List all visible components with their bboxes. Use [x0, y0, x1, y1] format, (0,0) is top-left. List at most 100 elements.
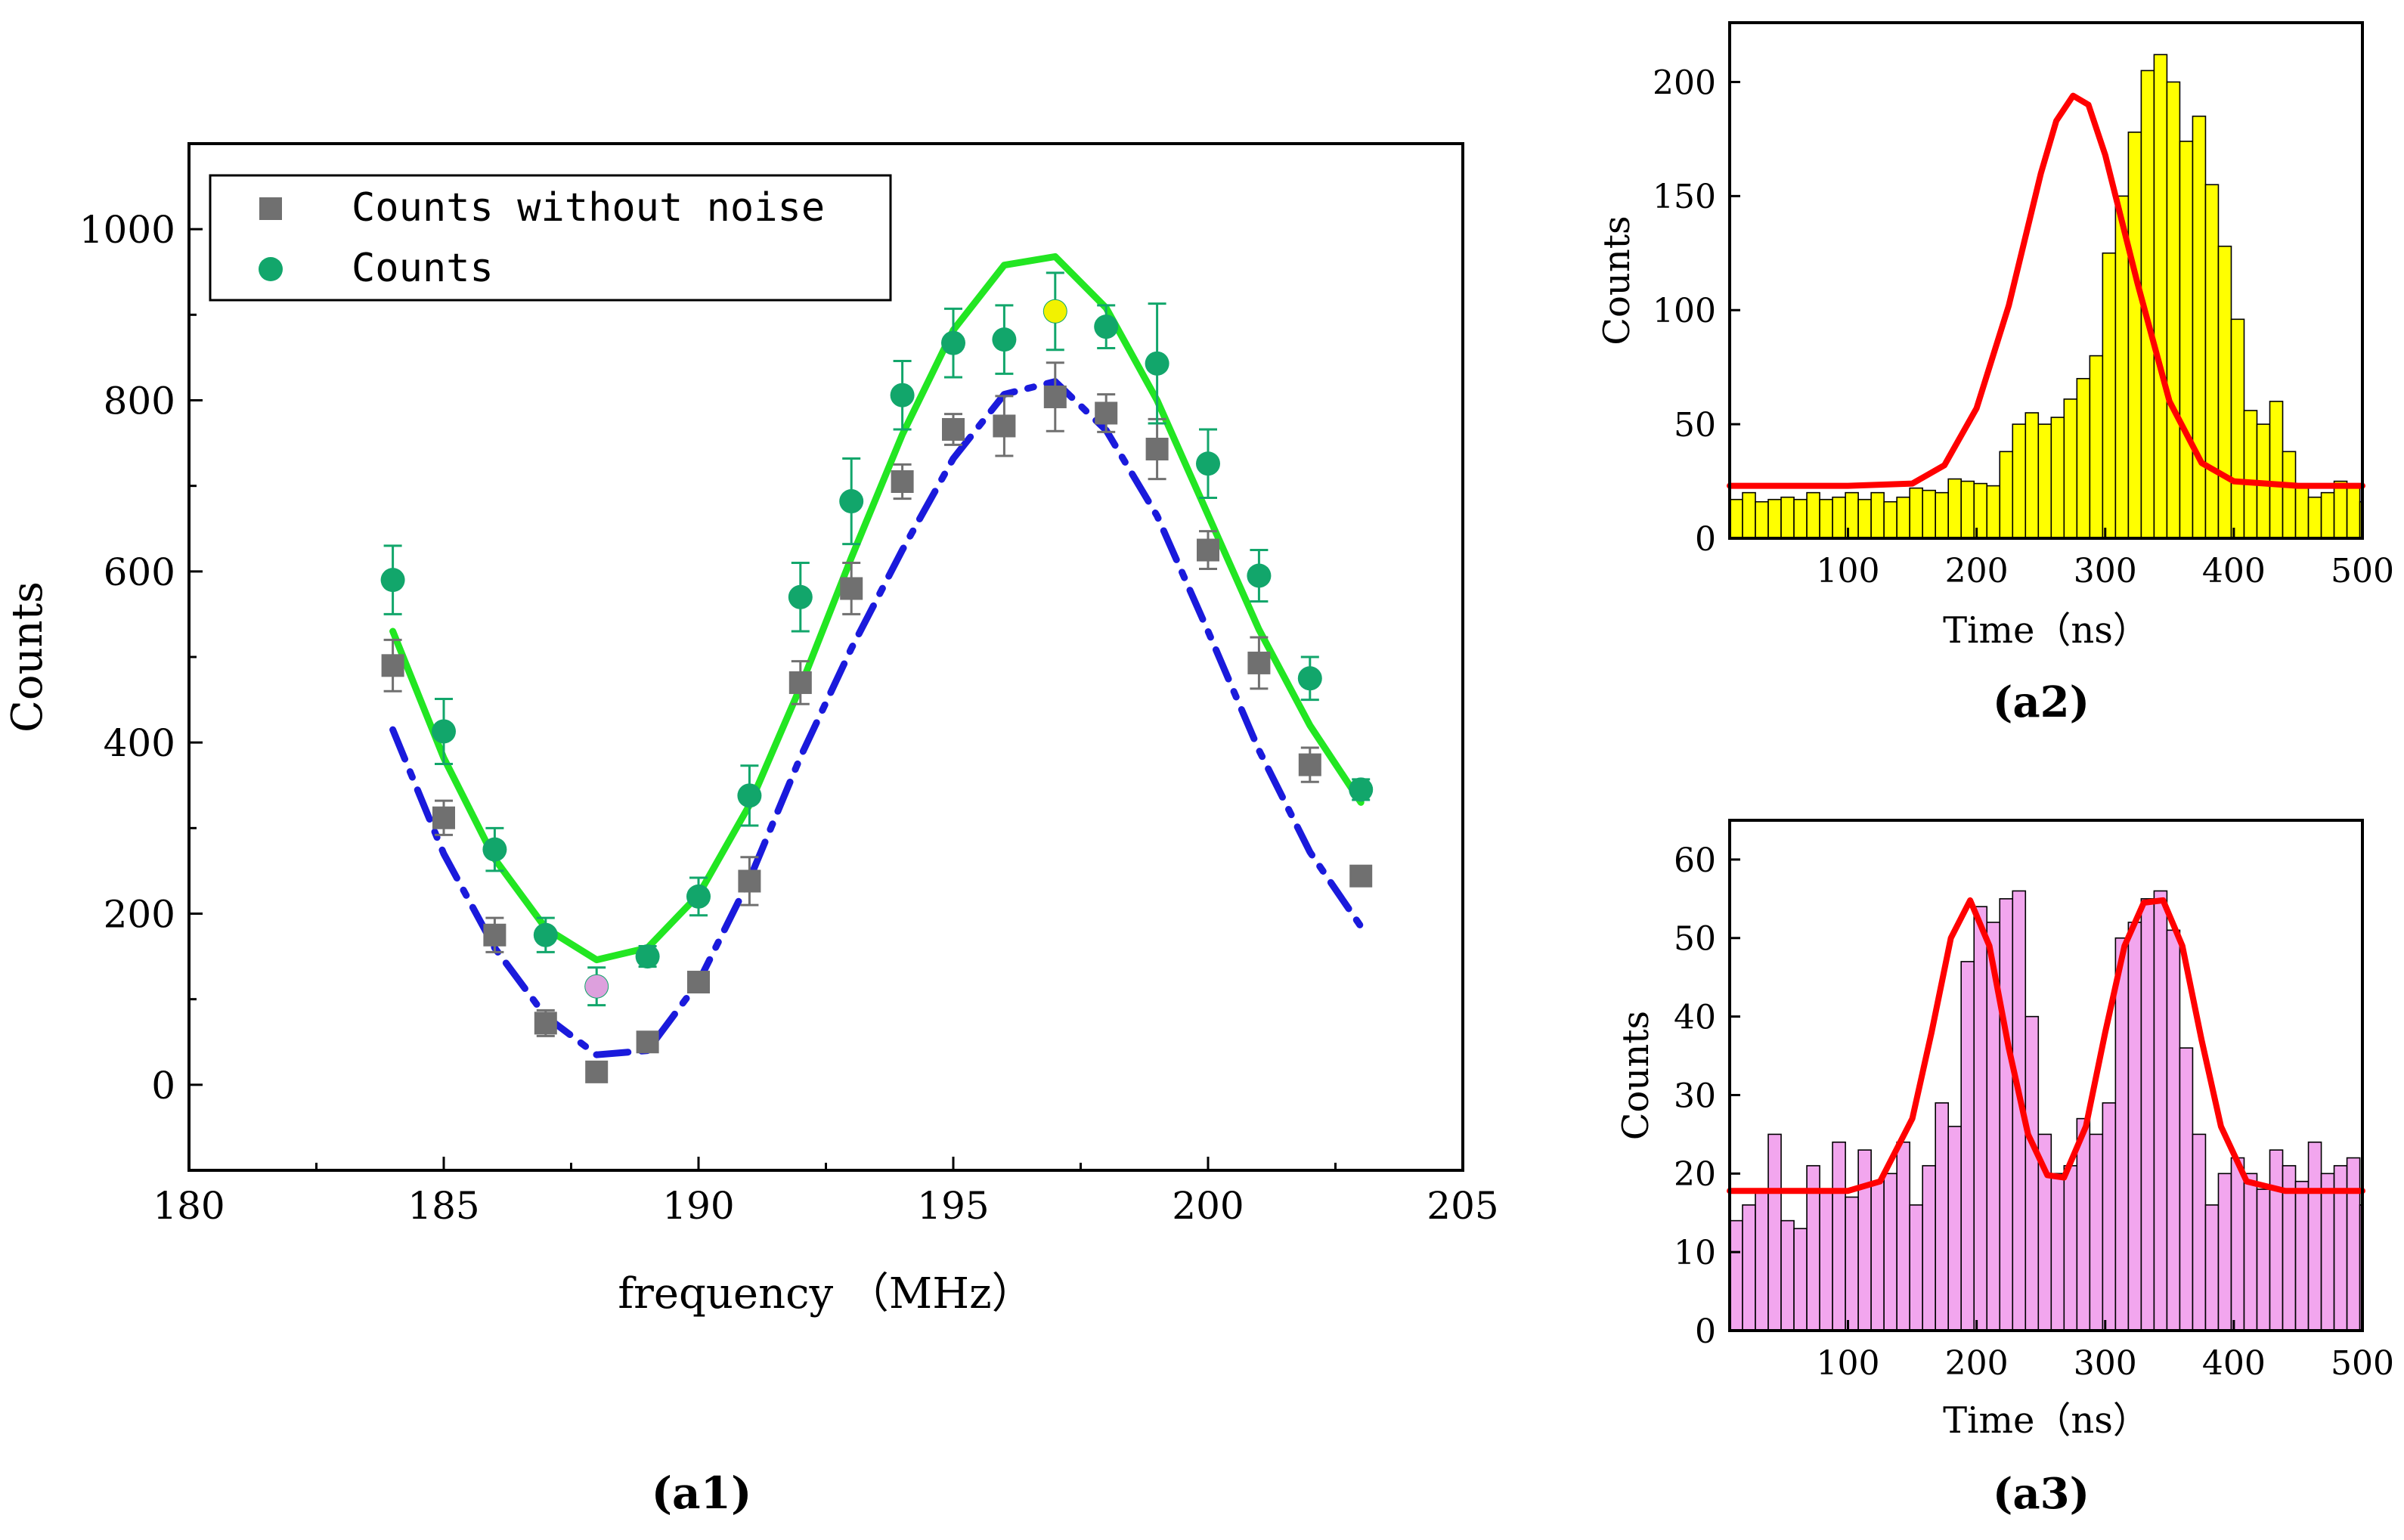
panel-caption: (a1) — [652, 1467, 752, 1519]
histogram-bar — [2217, 245, 2232, 539]
y-tick-label: 10 — [1674, 1234, 1716, 1272]
y-tick-label: 150 — [1653, 178, 1716, 216]
y-tick-label: 0 — [1695, 520, 1716, 559]
x-axis-label: frequency （MHz） — [618, 1269, 1033, 1318]
x-axis-label: Time（ns） — [1943, 609, 2149, 652]
histogram-bar — [1793, 498, 1808, 539]
legend-label-counts: Counts — [352, 246, 494, 291]
data-point-circle — [1247, 563, 1272, 588]
histogram-bar — [1909, 487, 1923, 539]
histogram-bar — [1729, 1219, 1743, 1331]
y-axis: 0 50 100 150 200 — [1653, 64, 1740, 559]
histogram-bar — [2063, 1165, 2078, 1331]
y-tick-label: 40 — [1674, 998, 1716, 1036]
data-point-square — [891, 470, 914, 494]
histogram-bar — [1960, 961, 1975, 1331]
histogram-bar — [1999, 898, 2014, 1331]
histogram-bar — [2307, 496, 2322, 539]
histogram-bar — [2243, 1173, 2258, 1331]
data-point-square — [1145, 438, 1169, 461]
data-point-circle — [737, 783, 762, 808]
histogram-bar — [2217, 1173, 2232, 1331]
histogram-bar — [2256, 1188, 2271, 1331]
data-point-circle — [635, 944, 660, 969]
legend-label-counts-without-noise: Counts without noise — [352, 185, 825, 231]
x-tick-label: 195 — [917, 1184, 989, 1228]
histogram-bar — [1935, 491, 1950, 539]
histogram-bar — [2179, 141, 2194, 539]
histogram-bar — [2025, 1015, 2040, 1331]
fit-line-counts — [389, 253, 1365, 964]
histogram-bar — [1909, 1204, 1923, 1331]
data-point-circle — [686, 884, 711, 909]
data-point-square — [483, 923, 507, 947]
data-point-square — [381, 654, 404, 677]
histogram-bar — [2166, 929, 2181, 1331]
y-tick-label: 1000 — [79, 208, 175, 252]
legend-square-marker — [259, 197, 282, 220]
histogram-bar — [1767, 498, 1782, 539]
histogram-bar — [2192, 115, 2207, 539]
histogram-bar — [1742, 1204, 1756, 1331]
plot-frame — [1728, 21, 2364, 540]
highlight-point — [585, 975, 609, 998]
histogram-bar — [2294, 1180, 2310, 1331]
histogram-bar — [1780, 1219, 1795, 1331]
y-tick-label: 60 — [1674, 841, 1716, 880]
histogram-bar — [2153, 54, 2168, 539]
x-tick-label: 190 — [662, 1184, 734, 1228]
histogram-bar — [2166, 81, 2181, 539]
histogram-bars — [1729, 54, 2363, 539]
series-counts-without-noise — [381, 361, 1373, 1083]
histogram-bar — [2333, 480, 2348, 539]
data-point-circle — [1145, 351, 1169, 376]
histogram-bar — [2102, 252, 2117, 539]
histogram-bar — [1935, 1102, 1950, 1331]
histogram-bar — [2179, 1047, 2194, 1331]
histogram-bar — [1845, 1196, 1859, 1331]
legend: Counts without noise Counts — [209, 174, 892, 302]
y-tick-label: 200 — [104, 893, 175, 937]
histogram-bar — [1973, 906, 1988, 1331]
data-point-square — [942, 417, 965, 441]
data-point-circle — [1196, 451, 1220, 476]
y-tick-label: 800 — [104, 380, 175, 423]
y-tick-label: 50 — [1674, 920, 1716, 959]
x-axis: 100 200 300 400 500 — [1817, 1320, 2394, 1383]
data-point-circle — [788, 584, 813, 609]
highlight-point — [1043, 299, 1067, 323]
histogram-bar — [2037, 423, 2052, 539]
histogram-bar — [2346, 1157, 2361, 1331]
data-point-circle — [533, 922, 558, 947]
gaussian-fit-line — [1727, 92, 2365, 489]
histogram-bar — [1819, 1188, 1833, 1331]
histogram-bar — [2269, 1149, 2284, 1331]
data-point-circle — [941, 330, 965, 355]
chart-a3: 100 200 300 400 500 0 10 20 30 40 50 60 Time（ns） Coun… — [1615, 819, 2394, 1519]
y-tick-label: 20 — [1674, 1155, 1716, 1194]
x-tick-label: 200 — [1945, 1344, 2009, 1383]
histogram-bar — [1883, 500, 1897, 539]
histogram-bar — [1896, 1141, 1910, 1331]
histogram-bar — [1922, 489, 1936, 539]
y-tick-label: 600 — [104, 550, 175, 594]
histogram-bar — [1780, 496, 1795, 539]
histogram-bar — [1793, 1228, 1808, 1331]
histogram-bar — [2050, 1173, 2065, 1331]
data-point-square — [1043, 385, 1067, 408]
data-point-square — [840, 577, 863, 600]
histogram-bar — [2230, 318, 2245, 539]
data-point-square — [993, 414, 1016, 438]
histogram-bar — [2127, 922, 2142, 1331]
y-tick-label: 200 — [1653, 64, 1716, 102]
histogram-bar — [2153, 890, 2168, 1331]
histogram-bar — [2025, 412, 2040, 539]
data-point-square — [1197, 538, 1219, 562]
x-tick-label: 100 — [1817, 1344, 1880, 1383]
legend-circle-marker — [259, 257, 283, 281]
histogram-bars — [1729, 890, 2363, 1331]
histogram-bar — [1999, 451, 2014, 539]
gaussian-fit-line — [1727, 897, 2365, 1195]
legend-box — [209, 174, 892, 302]
histogram-bar — [1947, 478, 1963, 539]
